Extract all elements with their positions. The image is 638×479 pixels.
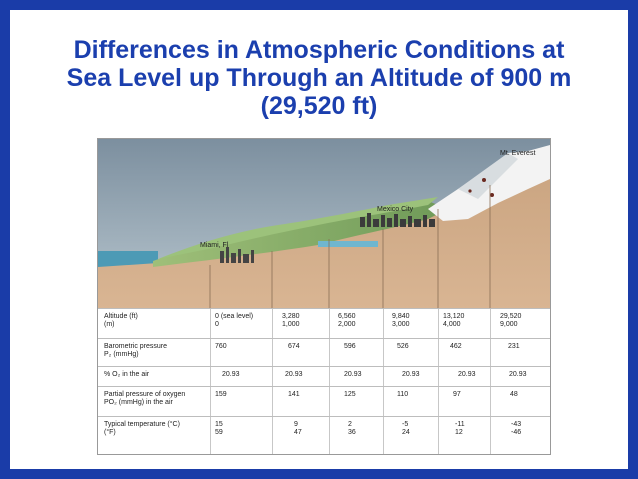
cell: 0 (sea level) 0 bbox=[215, 313, 254, 328]
landscape-illustration bbox=[98, 139, 550, 309]
green-hills-back bbox=[158, 197, 438, 259]
cell: 141 bbox=[288, 391, 300, 398]
cell: 674 bbox=[288, 343, 300, 350]
title-line-2: Sea Level up Through an Altitude of 900 … bbox=[66, 64, 572, 92]
cell: -11 12 bbox=[455, 421, 465, 436]
cell: 48 bbox=[510, 391, 518, 398]
slide: Differences in Atmospheric Conditions at… bbox=[10, 10, 628, 469]
cell: 159 bbox=[215, 391, 227, 398]
cell: 3,280 1,000 bbox=[282, 313, 300, 328]
cell: 20.93 bbox=[458, 371, 476, 378]
cell: 9 47 bbox=[294, 421, 302, 436]
mountain-shadow bbox=[458, 153, 518, 199]
table-row-altitude: Altitude (ft) (m) 0 (sea level) 0 3,280 1,0… bbox=[98, 308, 550, 339]
miami-label: Miami, Fl bbox=[200, 242, 229, 249]
climbers bbox=[468, 178, 494, 197]
row-label: Partial pressure of oxygen PO₂ (mmHg) in … bbox=[104, 391, 186, 406]
cell: 526 bbox=[397, 343, 409, 350]
cell: 20.93 bbox=[509, 371, 527, 378]
cell: -5 24 bbox=[402, 421, 410, 436]
cell: 9,840 3,000 bbox=[392, 313, 410, 328]
cell: 462 bbox=[450, 343, 462, 350]
mexico-city-label: Mexico City bbox=[377, 206, 414, 213]
title-line-1: Differences in Atmospheric Conditions at bbox=[73, 36, 565, 64]
conditions-table: Altitude (ft) (m) 0 (sea level) 0 3,280 1,0… bbox=[98, 308, 550, 454]
cell: 2 36 bbox=[348, 421, 356, 436]
cell: 125 bbox=[344, 391, 356, 398]
cell: 760 bbox=[215, 343, 227, 350]
cell: 596 bbox=[344, 343, 356, 350]
column-divider bbox=[272, 308, 273, 454]
page-title: Differences in Atmospheric Conditions at… bbox=[10, 36, 628, 120]
column-divider bbox=[490, 308, 491, 454]
altitude-divider-lines bbox=[209, 185, 491, 309]
cell: 15 59 bbox=[215, 421, 223, 436]
row-label: Altitude (ft) (m) bbox=[104, 313, 138, 328]
cell: 20.93 bbox=[285, 371, 303, 378]
title-line-3: (29,520 ft) bbox=[260, 92, 378, 120]
cell: 20.93 bbox=[344, 371, 362, 378]
cell: 20.93 bbox=[222, 371, 240, 378]
everest-label: Mt. Everest bbox=[500, 150, 536, 157]
cell: 13,120 4,000 bbox=[443, 313, 465, 328]
table-row-oxygen-percent: % O₂ in the air 20.93 20.93 20.93 20.93 … bbox=[98, 366, 550, 387]
column-divider bbox=[438, 308, 439, 454]
cell: 231 bbox=[508, 343, 520, 350]
ground bbox=[98, 147, 550, 309]
lake bbox=[318, 241, 378, 247]
table-row-barometric: Barometric pressure P₂ (mmHg) 760 674 596… bbox=[98, 338, 550, 367]
cell: -43 -46 bbox=[511, 421, 522, 436]
cell: 20.93 bbox=[402, 371, 420, 378]
table-row-partial-pressure: Partial pressure of oxygen PO₂ (mmHg) in … bbox=[98, 386, 550, 417]
cell: 97 bbox=[453, 391, 461, 398]
cell: 110 bbox=[397, 391, 409, 398]
row-label: Barometric pressure P₂ (mmHg) bbox=[104, 343, 168, 358]
altitude-figure: Miami, Fl Mexico City Mt. Everest Altitu… bbox=[97, 138, 551, 455]
row-label: Typical temperature (°C) (°F) bbox=[104, 421, 180, 436]
cell: 29,520 9,000 bbox=[500, 313, 522, 328]
miami-buildings bbox=[220, 247, 254, 263]
mexico-city-buildings bbox=[360, 213, 435, 227]
row-label: % O₂ in the air bbox=[104, 371, 150, 378]
column-divider bbox=[329, 308, 330, 454]
cell: 6,560 2,000 bbox=[338, 313, 356, 328]
column-divider bbox=[383, 308, 384, 454]
column-divider bbox=[210, 308, 211, 454]
